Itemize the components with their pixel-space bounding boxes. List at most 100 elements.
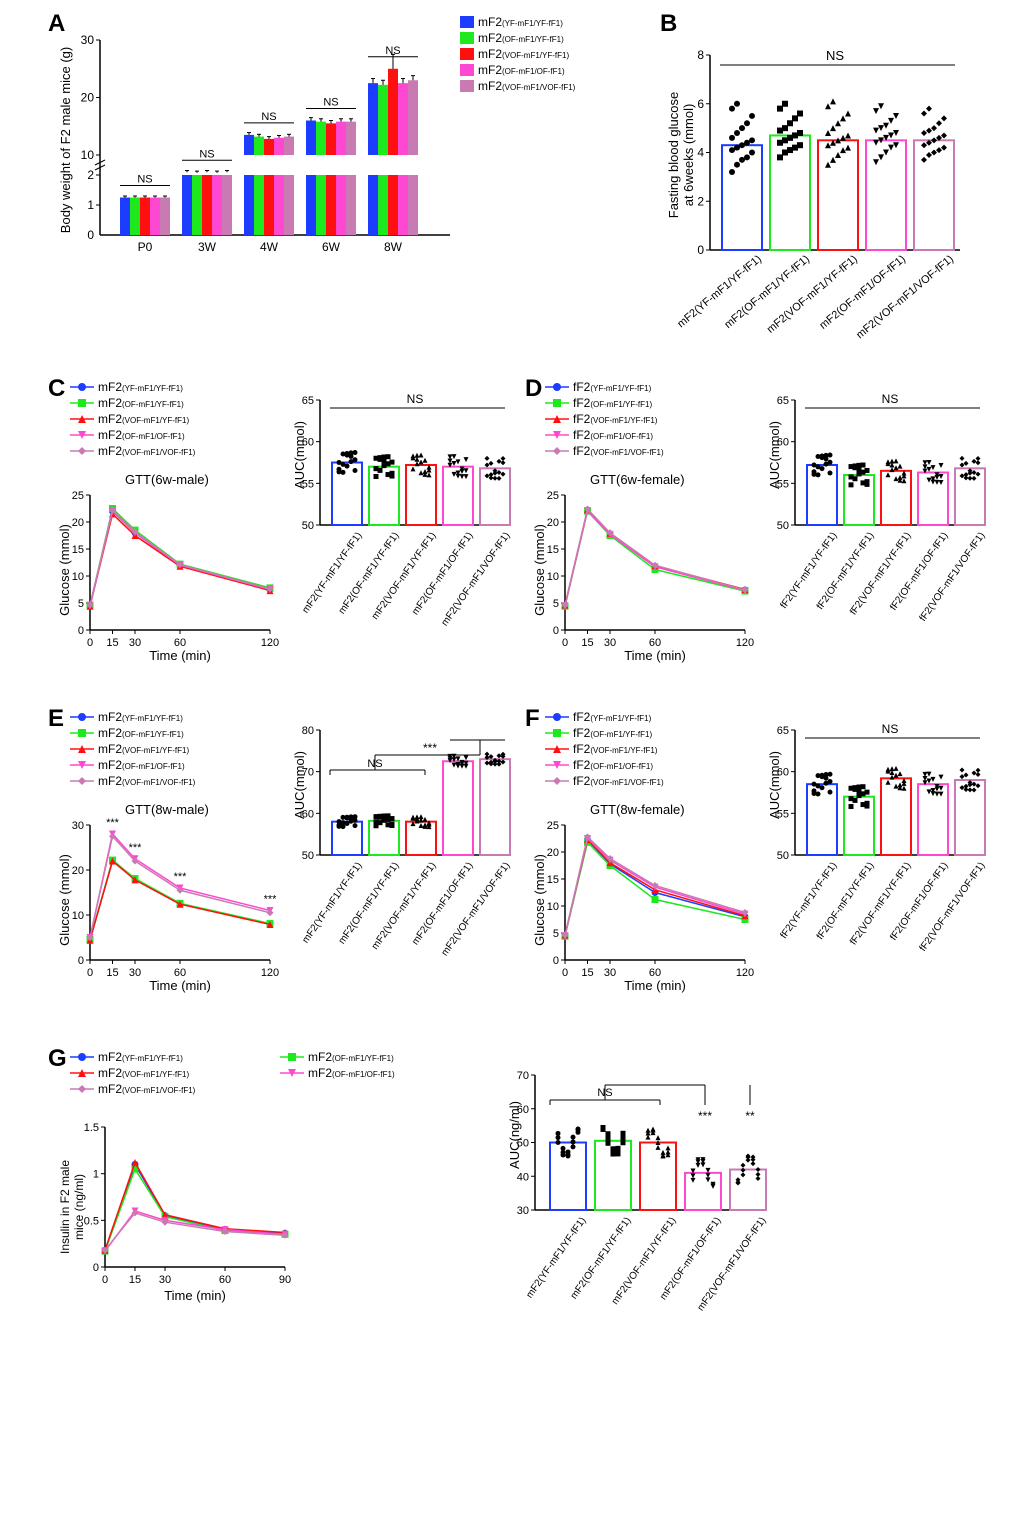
svg-text:0: 0 — [562, 967, 568, 979]
svg-text:80: 80 — [302, 725, 314, 737]
svg-text:**: ** — [745, 1109, 755, 1123]
svg-text:15: 15 — [106, 967, 118, 979]
svg-text:65: 65 — [777, 725, 789, 737]
panel-d: fF2(YF-mF1/YF-fF1) fF2(OF-mF1/YF-fF1) fF2(… — [530, 380, 1000, 710]
svg-text:20: 20 — [72, 517, 84, 529]
legend-text: mF2(OF-mF1/YF-fF1) — [308, 1050, 394, 1064]
svg-text:10: 10 — [547, 901, 559, 913]
panel-g-line: Insulin in F2 male mice (ng/ml) 00.511.5… — [55, 1112, 305, 1307]
svg-text:50: 50 — [517, 1138, 529, 1150]
legend-text: mF2(VOF-mF1/YF-fF1) — [478, 47, 569, 61]
svg-text:0.5: 0.5 — [84, 1215, 99, 1227]
svg-text:mF2(VOF-mF1/VOF-fF1): mF2(VOF-mF1/VOF-fF1) — [439, 530, 512, 628]
svg-text:Glucose (mmol): Glucose (mmol) — [532, 854, 547, 946]
svg-text:15: 15 — [581, 967, 593, 979]
svg-text:60: 60 — [302, 437, 314, 449]
legend-item: mF2(VOF-mF1/VOF-fF1) — [460, 79, 660, 93]
svg-text:8: 8 — [697, 48, 704, 62]
svg-text:0: 0 — [553, 955, 559, 967]
legend-text: mF2(VOF-mF1/VOF-fF1) — [98, 1082, 195, 1096]
legend-text: mF2(OF-mF1/OF-fF1) — [478, 63, 565, 77]
legend-item: mF2(VOF-mF1/VOF-fF1) — [70, 774, 195, 788]
legend-item: fF2(OF-mF1/YF-fF1) — [545, 396, 664, 410]
svg-text:Glucose (mmol): Glucose (mmol) — [532, 524, 547, 616]
legend-text: mF2(OF-mF1/YF-fF1) — [478, 31, 564, 45]
panel-e: mF2(YF-mF1/YF-fF1)mF2(OF-mF1/YF-fF1)mF2(… — [55, 710, 525, 1040]
svg-text:70: 70 — [302, 767, 314, 779]
svg-text:90: 90 — [279, 1274, 291, 1286]
svg-text:15: 15 — [547, 544, 559, 556]
legend-item: mF2(VOF-mF1/VOF-fF1) — [70, 1082, 280, 1096]
legend-item: mF2(OF-mF1/YF-fF1) — [70, 726, 195, 740]
svg-text:30: 30 — [604, 637, 616, 649]
panel-e-line: Glucose (mmol) 01020300153060120********… — [55, 815, 285, 995]
svg-text:5: 5 — [553, 928, 559, 940]
legend-text: mF2(VOF-mF1/VOF-fF1) — [98, 444, 195, 458]
legend-text: mF2(VOF-mF1/YF-fF1) — [98, 1066, 189, 1080]
panel-c-bar: AUC(mmol) 50556065 NS mF2(YF-mF1/YF-fF1)… — [290, 380, 520, 645]
legend-text: fF2(VOF-mF1/YF-fF1) — [573, 412, 657, 426]
svg-text:P0: P0 — [138, 240, 153, 254]
panel-e-bar: AUC(mmol) 50607080 mF2(YF-mF1/YF-fF1)mF2… — [290, 710, 520, 975]
svg-text:10: 10 — [72, 571, 84, 583]
svg-text:NS: NS — [199, 148, 214, 160]
svg-text:15: 15 — [106, 637, 118, 649]
svg-text:50: 50 — [777, 850, 789, 862]
legend-item: mF2(OF-mF1/YF-fF1) — [460, 31, 660, 45]
svg-text:fF2(VOF-mF1/VOF-fF1): fF2(VOF-mF1/VOF-fF1) — [918, 860, 988, 953]
panel-d-bar: AUC(mmol) 50556065 NS fF2(YF-mF1/YF-fF1)… — [765, 380, 995, 645]
svg-text:50: 50 — [302, 520, 314, 532]
svg-text:0: 0 — [562, 637, 568, 649]
svg-text:mice (ng/ml): mice (ng/ml) — [72, 1174, 86, 1240]
svg-text:60: 60 — [777, 767, 789, 779]
legend-item: mF2(OF-mF1/OF-fF1) — [70, 428, 195, 442]
panel-g-bar: AUC(ng/ml) 3040506070 mF2(YF-mF1/YF-fF1)… — [505, 1050, 785, 1345]
svg-text:mF2(VOF-mF1/YF-fF1): mF2(VOF-mF1/YF-fF1) — [370, 860, 439, 951]
svg-text:15: 15 — [129, 1274, 141, 1286]
panel-f: fF2(YF-mF1/YF-fF1) fF2(OF-mF1/YF-fF1) fF2(… — [530, 710, 1000, 1040]
legend-item: fF2(VOF-mF1/VOF-fF1) — [545, 444, 664, 458]
svg-text:0: 0 — [93, 1262, 99, 1274]
svg-text:Glucose (mmol): Glucose (mmol) — [57, 524, 72, 616]
panel-b-ns: NS — [826, 48, 844, 63]
legend-item: fF2(VOF-mF1/VOF-fF1) — [545, 774, 664, 788]
svg-text:120: 120 — [261, 637, 279, 649]
svg-text:6W: 6W — [322, 240, 341, 254]
svg-text:30: 30 — [129, 637, 141, 649]
legend-item: fF2(YF-mF1/YF-fF1) — [545, 710, 664, 724]
panel-c-line: Glucose (mmol) 05101520250153060120 Time… — [55, 485, 285, 665]
legend-item: mF2(OF-mF1/YF-fF1) — [70, 396, 195, 410]
legend-item: fF2(OF-mF1/YF-fF1) — [545, 726, 664, 740]
legend-text: fF2(VOF-mF1/VOF-fF1) — [573, 774, 664, 788]
svg-text:10: 10 — [81, 148, 95, 162]
svg-text:30: 30 — [517, 1205, 529, 1217]
legend-swatch — [460, 80, 474, 92]
svg-text:***: *** — [423, 741, 437, 755]
svg-text:0: 0 — [553, 625, 559, 637]
svg-text:0: 0 — [697, 243, 704, 257]
svg-text:fF2(VOF-mF1/VOF-fF1): fF2(VOF-mF1/VOF-fF1) — [918, 530, 988, 623]
legend-text: fF2(VOF-mF1/YF-fF1) — [573, 742, 657, 756]
legend-swatch — [460, 32, 474, 44]
svg-text:55: 55 — [777, 808, 789, 820]
legend-item: mF2(YF-mF1/YF-fF1) — [70, 380, 195, 394]
svg-text:15: 15 — [547, 874, 559, 886]
svg-text:0: 0 — [87, 228, 94, 242]
legend-text: mF2(OF-mF1/YF-fF1) — [98, 726, 184, 740]
legend-item: mF2(VOF-mF1/VOF-fF1) — [70, 444, 195, 458]
svg-text:5: 5 — [553, 598, 559, 610]
svg-text:Time (min): Time (min) — [164, 1288, 226, 1303]
legend-text: mF2(VOF-mF1/YF-fF1) — [98, 412, 189, 426]
svg-text:60: 60 — [302, 808, 314, 820]
svg-text:30: 30 — [129, 967, 141, 979]
svg-text:30: 30 — [81, 33, 95, 47]
svg-text:mF2(VOF-mF1/VOF-fF1): mF2(VOF-mF1/VOF-fF1) — [854, 253, 956, 341]
legend-text: fF2(OF-mF1/YF-fF1) — [573, 396, 652, 410]
svg-text:20: 20 — [547, 847, 559, 859]
legend-item: fF2(YF-mF1/YF-fF1) — [545, 380, 664, 394]
svg-text:4W: 4W — [260, 240, 279, 254]
svg-text:20: 20 — [547, 517, 559, 529]
svg-text:2: 2 — [697, 194, 704, 208]
svg-text:mF2(VOF-mF1/VOF-fF1): mF2(VOF-mF1/VOF-fF1) — [439, 860, 512, 958]
legend-item: fF2(VOF-mF1/YF-fF1) — [545, 412, 664, 426]
